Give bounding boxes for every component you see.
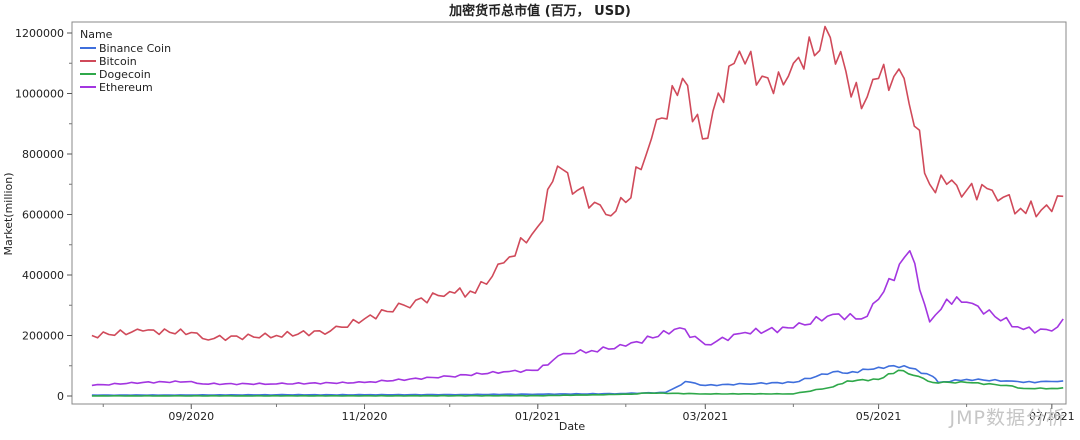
x-tick-label: 07/2021 xyxy=(1029,410,1075,423)
y-tick-label: 1200000 xyxy=(15,27,64,40)
legend-label: Binance Coin xyxy=(99,42,171,55)
legend-title: Name xyxy=(80,28,113,41)
series-line-dogecoin xyxy=(91,369,1064,397)
series-line-ethereum xyxy=(91,250,1064,387)
y-axis-label: Market(million) xyxy=(2,172,15,255)
x-tick-label: 09/2020 xyxy=(168,410,214,423)
y-tick-label: 800000 xyxy=(22,148,64,161)
axes: 0 200000 400000 600000 800000 1000000 1200000 0… xyxy=(15,21,1075,423)
y-tick-label: 600000 xyxy=(22,209,64,222)
series-line-binance-coin xyxy=(91,364,1064,397)
y-tick-label: 400000 xyxy=(22,269,64,282)
x-tick-label: 11/2020 xyxy=(342,410,388,423)
chart-title: 加密货币总市值 (百万， USD) xyxy=(448,3,631,19)
x-axis-label: Date xyxy=(559,420,586,433)
x-tick-label: 03/2021 xyxy=(682,410,728,423)
series-layer xyxy=(91,25,1064,397)
legend-label: Dogecoin xyxy=(99,68,151,81)
y-tick-label: 1000000 xyxy=(15,88,64,101)
legend-label: Ethereum xyxy=(99,81,153,94)
legend-label: Bitcoin xyxy=(99,55,137,68)
y-tick-label: 0 xyxy=(57,390,64,403)
x-tick-label: 01/2021 xyxy=(515,410,561,423)
watermark-text: JMP数据分析 xyxy=(949,407,1066,429)
y-tick-label: 200000 xyxy=(22,330,64,343)
series-line-bitcoin xyxy=(91,25,1064,342)
x-tick-label: 05/2021 xyxy=(856,410,902,423)
plot-frame xyxy=(71,21,1067,405)
